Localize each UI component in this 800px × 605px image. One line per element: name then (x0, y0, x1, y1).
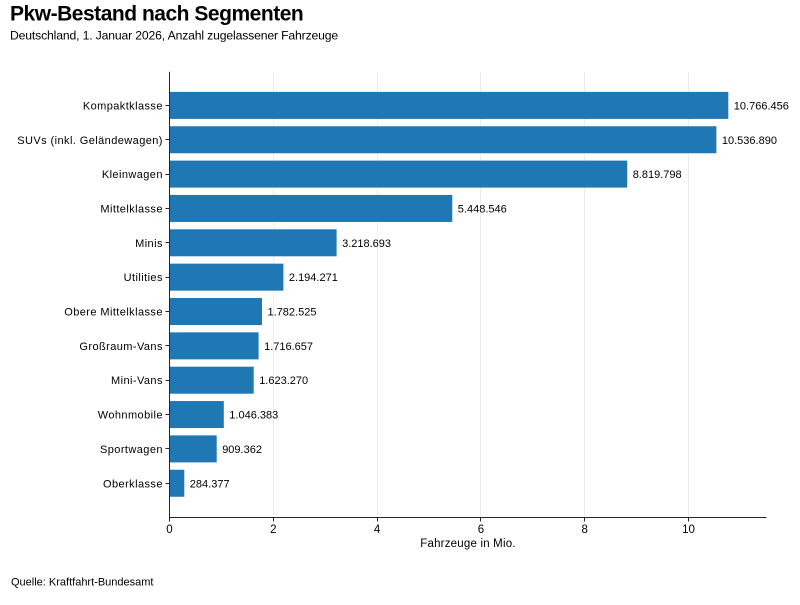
svg-text:4: 4 (374, 524, 381, 536)
svg-text:Oberklasse: Oberklasse (103, 478, 163, 490)
svg-text:Wohnmobile: Wohnmobile (98, 410, 163, 422)
svg-text:6: 6 (478, 524, 484, 536)
svg-text:Kleinwagen: Kleinwagen (102, 169, 163, 181)
svg-text:909.362: 909.362 (222, 444, 262, 456)
svg-text:Fahrzeuge in Mio.: Fahrzeuge in Mio. (420, 538, 515, 550)
svg-text:1.046.383: 1.046.383 (229, 410, 278, 422)
svg-text:284.377: 284.377 (190, 478, 230, 490)
svg-text:2: 2 (270, 524, 276, 536)
svg-text:Deutschland, 1. Januar 2026, A: Deutschland, 1. Januar 2026, Anzahl zuge… (10, 29, 338, 43)
svg-text:1.623.270: 1.623.270 (259, 375, 308, 387)
svg-text:Utilities: Utilities (124, 272, 163, 284)
svg-text:8.819.798: 8.819.798 (633, 169, 682, 181)
svg-text:0: 0 (166, 524, 172, 536)
svg-text:SUVs (inkl. Geländewagen): SUVs (inkl. Geländewagen) (17, 135, 163, 147)
svg-text:Quelle: Kraftfahrt-Bundesamt: Quelle: Kraftfahrt-Bundesamt (11, 577, 153, 589)
svg-text:Pkw-Bestand nach Segmenten: Pkw-Bestand nach Segmenten (10, 3, 303, 26)
svg-text:Kompaktklasse: Kompaktklasse (83, 100, 163, 112)
svg-text:1.716.657: 1.716.657 (264, 341, 313, 353)
svg-text:5.448.546: 5.448.546 (458, 203, 507, 215)
svg-text:Großraum-Vans: Großraum-Vans (79, 341, 163, 353)
svg-text:3.218.693: 3.218.693 (342, 238, 391, 250)
svg-text:Sportwagen: Sportwagen (100, 444, 163, 456)
svg-text:2.194.271: 2.194.271 (289, 272, 338, 284)
svg-text:Minis: Minis (135, 238, 163, 250)
svg-text:Mittelklasse: Mittelklasse (100, 203, 163, 215)
svg-text:Obere Mittelklasse: Obere Mittelklasse (64, 307, 163, 319)
svg-text:10.766.456: 10.766.456 (734, 100, 789, 112)
svg-text:1.782.525: 1.782.525 (268, 307, 317, 319)
svg-text:10.536.890: 10.536.890 (722, 135, 777, 147)
svg-text:8: 8 (581, 524, 587, 536)
svg-text:Mini-Vans: Mini-Vans (111, 375, 163, 387)
svg-text:10: 10 (682, 524, 695, 536)
